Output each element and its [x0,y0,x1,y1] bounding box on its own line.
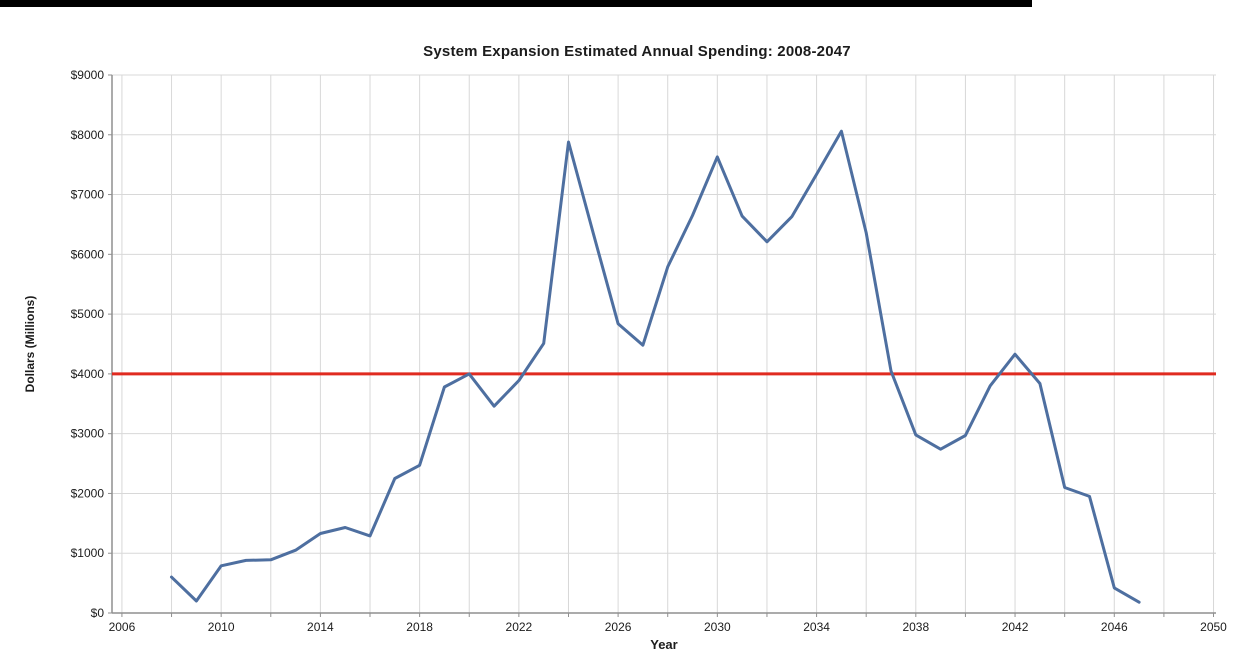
x-tick-label: 2042 [1002,620,1029,634]
chart-title: System Expansion Estimated Annual Spendi… [423,43,851,60]
y-tick-label: $5000 [71,307,105,321]
x-tick-label: 2014 [307,620,334,634]
top-bar [0,0,1032,7]
x-tick-label: 2034 [803,620,830,634]
y-tick-label: $9000 [71,68,105,82]
x-tick-label: 2030 [704,620,731,634]
y-tick-label: $6000 [71,247,105,261]
x-tick-label: 2022 [506,620,533,634]
x-tick-label: 2010 [208,620,235,634]
y-tick-label: $8000 [71,128,105,142]
y-tick-label: $2000 [71,486,105,500]
y-tick-label: $3000 [71,427,105,441]
x-tick-label: 2018 [406,620,433,634]
y-tick-label: $4000 [71,367,105,381]
x-tick-label: 2026 [605,620,632,634]
x-tick-label: 2006 [109,620,136,634]
y-tick-label: $7000 [71,188,105,202]
x-axis-title: Year [650,637,678,652]
x-tick-label: 2046 [1101,620,1128,634]
x-tick-label: 2050 [1200,620,1227,634]
y-tick-label: $0 [91,606,105,620]
x-tick-label: 2038 [902,620,929,634]
y-tick-label: $1000 [71,546,105,560]
spending-line [170,129,1141,604]
